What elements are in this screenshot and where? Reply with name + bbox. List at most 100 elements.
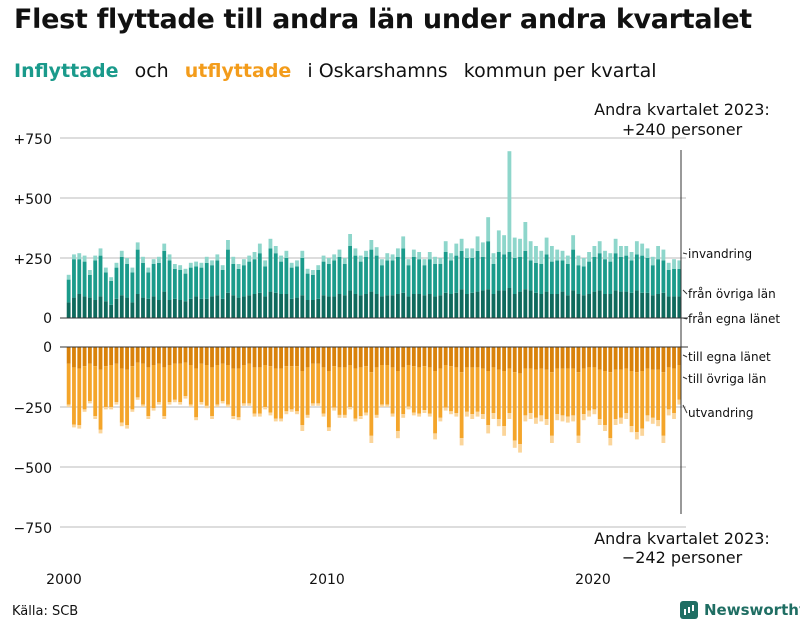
bar-out-till-ovriga-lan [98, 369, 103, 430]
bar-out-till-ovriga-lan [194, 368, 199, 418]
bar-in-invandring [624, 246, 629, 256]
bars [66, 151, 682, 453]
bar-in-fran-ovriga-lan [491, 264, 496, 294]
label-leader-4 [682, 376, 688, 380]
label-till-ovriga-lan: till övriga län [688, 372, 766, 386]
bar-in-fran-egna-lanet [634, 290, 639, 318]
bar-out-till-egna-lanet [210, 347, 214, 368]
bar-out-till-egna-lanet [438, 347, 443, 369]
bar-in-invandring [252, 252, 257, 260]
bar-in-fran-egna-lanet [316, 298, 321, 318]
bar-in-fran-egna-lanet [560, 291, 565, 318]
label-till-egna-lanet: till egna länet [688, 350, 771, 364]
bar-in-fran-ovriga-lan [178, 270, 183, 300]
bar-in-invandring [459, 238, 464, 251]
bar-out-till-egna-lanet [406, 347, 411, 365]
bar-out-till-egna-lanet [130, 347, 135, 367]
bar-in-fran-ovriga-lan [226, 249, 230, 293]
bar-in-fran-ovriga-lan [645, 258, 650, 293]
bar-in-invandring [390, 254, 395, 261]
bar-out-till-ovriga-lan [87, 363, 92, 401]
bar-out-till-ovriga-lan [523, 368, 528, 416]
bar-out-till-egna-lanet [385, 347, 390, 365]
bar-in-invandring [167, 254, 172, 261]
bar-out-till-egna-lanet [199, 347, 204, 364]
bar-in-fran-egna-lanet [199, 298, 204, 318]
bar-out-utvandring [518, 444, 522, 453]
bar-out-utvandring [247, 403, 252, 406]
bar-in-fran-ovriga-lan [438, 264, 443, 296]
bar-in-invandring [268, 238, 273, 249]
bar-in-invandring [172, 264, 177, 269]
bar-out-till-egna-lanet [555, 347, 560, 369]
bar-out-till-egna-lanet [241, 347, 246, 365]
bar-out-till-egna-lanet [401, 347, 406, 368]
bar-out-till-ovriga-lan [374, 367, 379, 415]
bar-in-invandring [597, 241, 602, 254]
bar-in-invandring [98, 248, 103, 256]
bar-in-fran-egna-lanet [496, 290, 501, 318]
bar-out-till-egna-lanet [512, 347, 517, 373]
bar-out-till-ovriga-lan [581, 368, 586, 415]
bar-out-utvandring [422, 410, 427, 413]
bar-in-fran-egna-lanet [263, 296, 268, 318]
bar-in-fran-ovriga-lan [613, 253, 618, 291]
bar-in-fran-ovriga-lan [77, 259, 82, 294]
bar-in-fran-ovriga-lan [364, 256, 368, 294]
bar-out-till-ovriga-lan [72, 367, 76, 425]
bar-in-fran-ovriga-lan [507, 252, 512, 288]
bar-out-utvandring [167, 402, 172, 405]
bar-out-utvandring [332, 407, 337, 411]
bar-out-utvandring [380, 404, 384, 407]
bar-out-till-ovriga-lan [619, 369, 623, 418]
bar-in-fran-egna-lanet [295, 297, 299, 318]
bar-in-invandring [619, 246, 623, 257]
bar-out-till-ovriga-lan [465, 367, 469, 412]
bar-out-till-egna-lanet [534, 347, 538, 370]
bar-out-till-egna-lanet [119, 347, 124, 369]
newsworthy-icon [680, 601, 698, 619]
bar-out-utvandring [321, 413, 326, 417]
bar-in-fran-ovriga-lan [555, 260, 560, 294]
bar-in-fran-egna-lanet [98, 296, 103, 318]
bar-out-till-ovriga-lan [603, 371, 607, 425]
bar-in-invandring [125, 258, 129, 264]
bar-in-invandring [77, 253, 82, 260]
bar-out-till-ovriga-lan [677, 365, 682, 400]
bar-out-till-egna-lanet [125, 347, 129, 370]
bar-in-invandring [247, 255, 252, 262]
bar-out-till-ovriga-lan [135, 362, 140, 398]
bar-out-utvandring [619, 417, 623, 424]
bar-in-invandring [364, 250, 368, 257]
bar-in-invandring [613, 238, 618, 254]
bar-out-till-ovriga-lan [512, 372, 517, 441]
bar-in-invandring [342, 258, 347, 264]
bar-out-till-ovriga-lan [395, 371, 400, 431]
bar-in-invandring [146, 267, 151, 273]
bar-out-utvandring [268, 412, 273, 416]
bar-in-fran-egna-lanet [401, 292, 406, 318]
bar-out-till-egna-lanet [98, 347, 103, 370]
bar-in-invandring [576, 255, 581, 266]
subtitle-och: och [134, 60, 169, 82]
bar-out-utvandring [210, 416, 214, 419]
bar-out-utvandring [348, 407, 353, 410]
bar-in-invandring [231, 256, 236, 264]
bar-out-till-egna-lanet [475, 347, 480, 368]
bar-out-till-egna-lanet [369, 347, 374, 373]
y-tick-500: +500 [14, 192, 52, 208]
bar-in-fran-ovriga-lan [443, 252, 448, 293]
bar-in-fran-egna-lanet [549, 294, 554, 318]
bar-out-till-egna-lanet [332, 347, 337, 367]
bar-in-fran-ovriga-lan [141, 262, 145, 298]
bar-out-till-ovriga-lan [157, 363, 161, 403]
bar-in-fran-ovriga-lan [459, 250, 464, 290]
x-tick-2010: 2010 [309, 572, 345, 588]
bar-out-till-ovriga-lan [624, 368, 629, 413]
bar-in-invandring [438, 258, 443, 264]
bar-in-fran-ovriga-lan [358, 261, 363, 296]
bar-out-utvandring [342, 414, 347, 418]
bar-out-till-ovriga-lan [539, 368, 544, 416]
bar-out-till-ovriga-lan [597, 369, 602, 419]
bar-in-invandring [491, 253, 496, 264]
